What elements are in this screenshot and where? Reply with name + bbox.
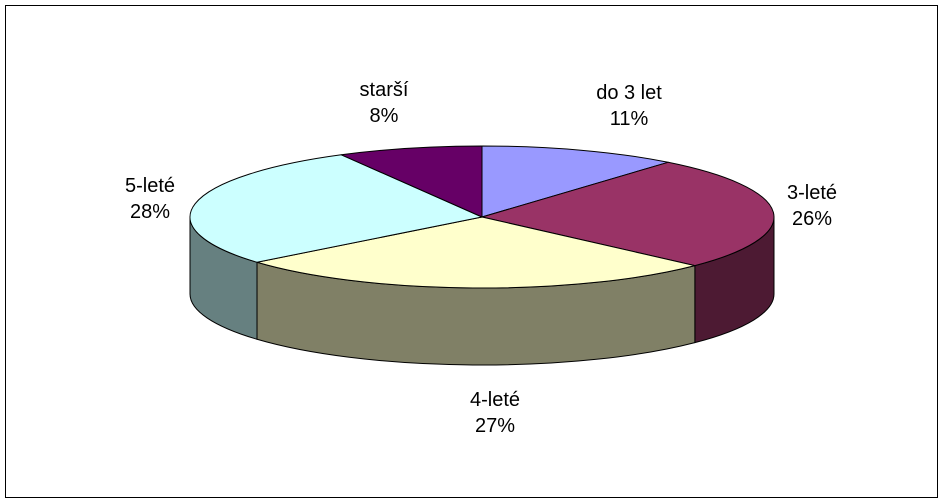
slice-3-lete (481, 161, 775, 267)
chart-frame: do 3 let 11% 3-leté 26% 4-leté 27% 5-let… (5, 5, 938, 498)
slice-do-3-let (481, 145, 669, 218)
slice-label-3-lete: 3-leté 26% (787, 180, 837, 232)
pie-sides (189, 216, 775, 366)
slice-percent: 28% (129, 201, 171, 223)
slice-name: do 3 let (596, 82, 662, 104)
slice-5-lete (189, 154, 483, 263)
slice-percent: 8% (369, 105, 399, 127)
slice-name: 3-leté (786, 182, 838, 204)
slice-4-lete (256, 216, 696, 289)
slice-name: 4-leté (469, 389, 521, 411)
slice-percent: 26% (791, 208, 833, 230)
slice-percent: 27% (474, 415, 516, 437)
pie-tops (189, 145, 775, 289)
slice-label-5-lete: 5-leté 28% (125, 173, 175, 225)
slice-name: 5-leté (124, 175, 176, 197)
pie-chart (189, 145, 775, 366)
slice-percent: 11% (609, 108, 649, 130)
slice-label-starsi: starší 8% (360, 77, 409, 129)
slice-name: starší (359, 79, 409, 101)
slice-label-4-lete: 4-leté 27% (470, 387, 520, 439)
slice-label-do-3-let: do 3 let 11% (596, 80, 662, 132)
slice-starsi (340, 145, 483, 218)
